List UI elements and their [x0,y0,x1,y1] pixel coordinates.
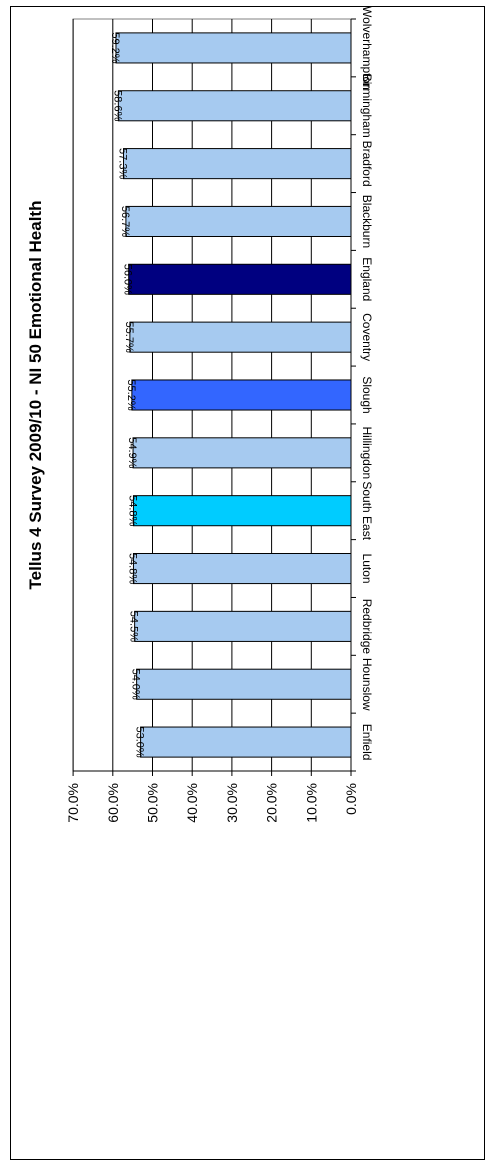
value-tick-label: 40.0% [184,783,200,823]
category-label: Redbridge [360,599,374,655]
category-label: Blackburn [360,195,374,248]
data-label: 55.2% [125,379,137,410]
data-label: 57.3% [117,148,129,179]
data-label: 54.0% [130,669,142,700]
bar-bradford [123,148,352,180]
bar-coventry [129,321,352,353]
value-tick-label: 70.0% [65,783,81,823]
bar-enfield [140,726,352,758]
axes [72,18,356,776]
labels: 0.0% 10.0% 20.0% 30.0% 40.0% 50.0% 60.0% 70.0% 5… [65,6,374,823]
value-tick-label: 60.0% [105,783,121,823]
category-label: Birmingham [360,74,374,138]
chart-title: Tellus 4 Survey 2009/10 - NI 50 Emotiona… [26,201,45,590]
category-label: England [360,257,374,301]
category-label: Slough [360,376,374,413]
bar-wolverhampton [115,32,352,64]
value-tick-label: 50.0% [145,783,161,823]
value-tick-label: 20.0% [264,783,280,823]
category-label: Coventry [360,313,374,361]
bar-luton [132,552,352,585]
category-label: Bradford [360,141,374,187]
category-label: South East [360,481,374,540]
category-label: Wolverhampton [360,6,374,90]
data-label: 54.8% [126,495,138,526]
category-label: Hillingdon [360,426,374,479]
bar-hounslow [136,668,352,700]
category-label: Luton [360,554,374,584]
category-label: Hounslow [360,658,374,711]
bar-slough [131,379,352,411]
value-tick-label: 0.0% [343,783,359,815]
bar-south-east [132,495,352,527]
bars [115,32,352,758]
data-label: 58.6% [111,90,123,121]
data-label: 53.0% [134,726,146,757]
data-label: 56.7% [119,206,131,237]
value-tick-label: 30.0% [224,783,240,823]
data-label: 56.0% [122,264,134,295]
data-label: 54.8% [126,553,138,584]
data-label: 59.2% [109,32,121,63]
bar-england [128,263,352,295]
value-tick-label: 10.0% [303,783,319,823]
bar-blackburn [125,205,352,238]
data-label: 54.5% [128,611,140,642]
data-label: 55.7% [123,322,135,353]
bar-hillingdon [132,437,352,469]
bar-birmingham [117,90,352,122]
category-label: Enfield [360,724,374,761]
bar-redbridge [134,610,352,642]
data-label: 54.9% [126,437,138,468]
